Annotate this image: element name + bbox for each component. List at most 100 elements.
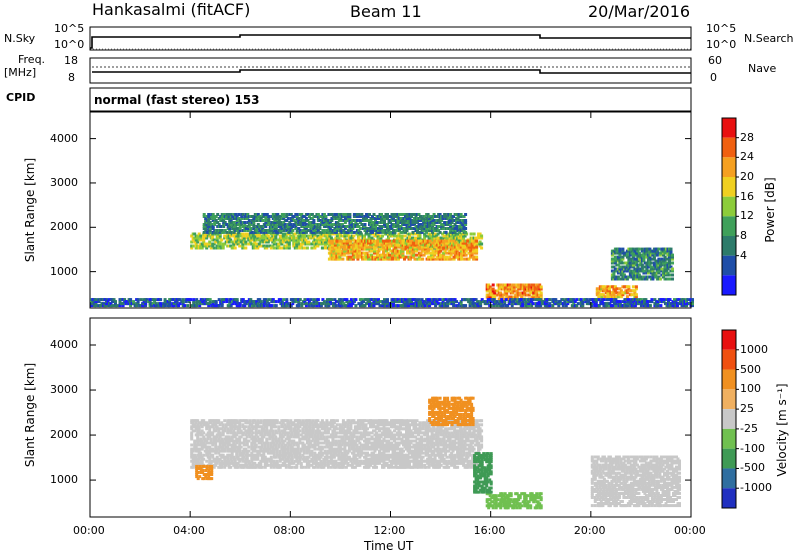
data-cell [513, 298, 517, 302]
data-cell [637, 273, 641, 277]
data-cell [440, 219, 444, 222]
data-cell [135, 304, 139, 308]
data-cell [618, 293, 622, 297]
data-cell [500, 285, 504, 289]
data-cell [463, 257, 467, 261]
data-cell [405, 221, 409, 224]
data-cell [214, 443, 218, 447]
data-cell [475, 245, 479, 249]
data-cell [205, 232, 209, 236]
data-cell [190, 427, 194, 431]
data-cell [663, 259, 667, 263]
data-cell [303, 300, 307, 304]
data-cell [259, 419, 263, 423]
data-cell [277, 300, 281, 304]
data-cell [248, 419, 252, 423]
data-cell [419, 253, 423, 257]
data-cell [473, 243, 477, 247]
data-cell [247, 219, 251, 222]
data-cell [623, 300, 627, 304]
data-cell [238, 302, 242, 306]
data-cell [465, 232, 469, 236]
data-cell [274, 234, 278, 238]
data-cell [226, 232, 230, 236]
data-cell [232, 230, 236, 234]
data-cell [437, 302, 441, 306]
data-cell [637, 251, 641, 255]
data-cell [175, 300, 179, 304]
data-cell [614, 298, 618, 302]
data-cell [447, 217, 451, 220]
data-cell [327, 302, 331, 306]
data-cell [396, 298, 400, 302]
data-cell [242, 451, 246, 455]
data-cell [377, 217, 380, 220]
data-cell [356, 236, 360, 240]
data-cell [336, 217, 340, 220]
data-cell [645, 267, 649, 271]
data-cell [304, 302, 308, 306]
data-cell [192, 302, 196, 306]
data-cell [247, 449, 251, 453]
data-cell [431, 230, 435, 234]
data-cell [370, 249, 373, 253]
data-cell [530, 304, 534, 308]
data-cell [280, 227, 284, 230]
data-cell [266, 234, 270, 238]
data-cell [414, 232, 417, 236]
data-cell [259, 217, 263, 220]
data-cell [619, 295, 623, 299]
data-cell [330, 230, 334, 234]
data-cell [364, 257, 367, 261]
data-cell [400, 236, 404, 240]
data-cell [303, 298, 307, 302]
data-cell [289, 223, 293, 226]
data-cell [190, 240, 194, 244]
data-cell [324, 217, 328, 220]
data-cell [404, 247, 408, 251]
data-cell [394, 255, 397, 259]
data-cell [363, 225, 367, 228]
data-cell [263, 234, 267, 238]
data-cell [469, 249, 473, 253]
data-cell [300, 217, 304, 220]
data-cell [229, 234, 233, 238]
data-cell [297, 227, 301, 230]
data-cell [236, 242, 240, 246]
data-cell [230, 240, 234, 244]
data-cell [386, 213, 389, 216]
data-cell [312, 219, 316, 222]
data-cell [518, 300, 522, 304]
data-cell [505, 291, 509, 295]
data-cell [211, 219, 215, 222]
data-cell [309, 229, 313, 232]
data-cell [343, 221, 347, 224]
data-cell [168, 302, 172, 306]
data-cell [215, 461, 219, 465]
data-cell [236, 232, 240, 236]
data-cell [196, 419, 200, 423]
data-cell [191, 465, 195, 469]
data-cell [383, 247, 387, 251]
data-cell [207, 219, 211, 222]
data-cell [235, 221, 239, 224]
data-cell [121, 302, 125, 306]
data-cell [313, 215, 317, 218]
data-cell [265, 223, 269, 226]
data-cell [300, 223, 304, 226]
data-cell [307, 240, 311, 244]
data-cell [660, 273, 664, 277]
data-cell [334, 223, 338, 226]
data-cell [340, 223, 344, 226]
data-cell [378, 230, 382, 234]
data-cell [503, 302, 507, 306]
data-cell [436, 255, 440, 259]
data-cell [258, 298, 262, 302]
data-cell [236, 429, 240, 433]
data-cell [324, 223, 328, 226]
data-cell [228, 229, 232, 232]
data-cell [228, 227, 232, 230]
data-cell [221, 431, 225, 435]
data-cell [685, 304, 688, 308]
data-cell [262, 230, 266, 234]
